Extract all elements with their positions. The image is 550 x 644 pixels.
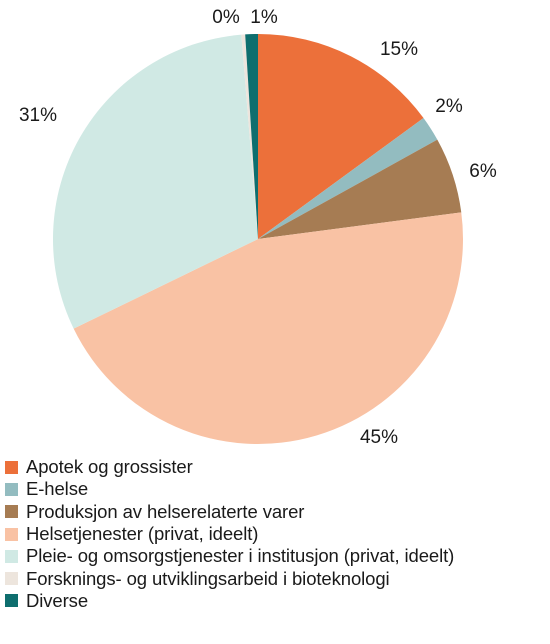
legend: Apotek og grossister E-helse Produksjon av… [5, 456, 454, 612]
legend-label: E-helse [26, 478, 89, 500]
pie-slice-6 [241, 34, 258, 240]
pie-slice-1 [258, 34, 424, 239]
pie-slice-4 [73, 212, 463, 445]
legend-item: Apotek og grossister [5, 456, 454, 478]
legend-label: Helsetjenester (privat, ideelt) [26, 523, 259, 545]
pie-value-labels: 15% 2% 6% 45% 31% 0% 1% [19, 7, 497, 448]
legend-label: Forsknings- og utviklingsarbeid i biotek… [26, 567, 390, 589]
slice-value-label-7: 1% [250, 7, 278, 28]
pie-slices [52, 34, 463, 445]
slice-value-label-3: 6% [469, 161, 497, 182]
legend-swatch [5, 549, 18, 563]
slice-value-label-6: 0% [212, 7, 240, 28]
legend-item: Pleie- og omsorgstjenester i institusjon… [5, 545, 454, 567]
legend-item: Diverse [5, 590, 454, 612]
legend-swatch [5, 594, 18, 608]
pie-slice-5 [52, 34, 258, 329]
legend-swatch [5, 527, 18, 541]
legend-swatch [5, 505, 18, 519]
legend-label: Produksjon av helserelaterte varer [26, 500, 305, 522]
legend-label: Diverse [26, 589, 89, 611]
legend-item: Helsetjenester (privat, ideelt) [5, 523, 454, 545]
pie-slice-7 [245, 34, 258, 239]
legend-swatch [5, 572, 18, 586]
slice-value-label-1: 15% [380, 39, 418, 60]
pie-slice-2 [258, 118, 438, 239]
legend-label: Apotek og grossister [26, 456, 193, 478]
legend-swatch [5, 482, 18, 496]
legend-item: Forsknings- og utviklingsarbeid i biotek… [5, 567, 454, 589]
slice-value-label-5: 31% [19, 105, 57, 126]
legend-swatch [5, 460, 18, 474]
pie-slice-3 [258, 139, 462, 239]
legend-item: E-helse [5, 478, 454, 500]
slice-value-label-2: 2% [435, 96, 463, 117]
legend-label: Pleie- og omsorgstjenester i institusjon… [26, 545, 455, 567]
pie-chart: 15% 2% 6% 45% 31% 0% 1% [19, 7, 497, 448]
legend-item: Produksjon av helserelaterte varer [5, 501, 454, 523]
slice-value-label-4: 45% [360, 427, 398, 448]
